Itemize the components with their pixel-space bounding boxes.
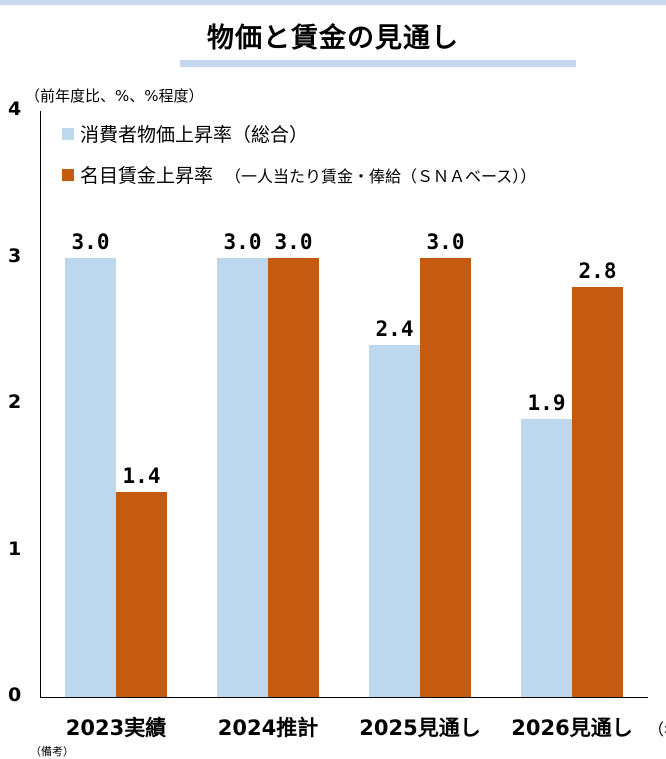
bar-cpi (65, 257, 116, 697)
y-axis-line (40, 111, 41, 697)
bar-wage (572, 286, 623, 697)
legend-swatch-cpi (62, 127, 74, 140)
bar-wage (116, 491, 167, 697)
data-label-cpi: 2.4 (375, 317, 414, 342)
x-category-label: 2023実績 (65, 716, 167, 740)
title-underline (180, 60, 576, 67)
data-label-wage: 3.0 (426, 229, 465, 254)
bar-cpi (369, 345, 420, 697)
legend-item-cpi: 消費者物価上昇率（総合） (62, 120, 308, 147)
bar-wage (420, 257, 471, 697)
y-tick-label: 4 (8, 98, 22, 120)
bar-cpi (521, 418, 572, 697)
x-category-label: 2025見通し (359, 716, 481, 740)
y-tick-label: 0 (8, 684, 22, 706)
data-label-cpi: 3.0 (71, 229, 110, 254)
legend-swatch-wage (62, 168, 74, 181)
x-category-label: 2026見通し (511, 716, 633, 740)
y-tick-label: 1 (8, 537, 22, 560)
legend-item-wage: 名目賃金上昇率 （一人当たり賃金・俸給（ＳＮＡベース）） (62, 161, 536, 188)
legend-note-wage: （一人当たり賃金・俸給（ＳＮＡベース）） (225, 166, 537, 186)
legend-label-cpi: 消費者物価上昇率（総合） (80, 124, 309, 146)
chart-title: 物価と賃金の見通し (207, 23, 459, 54)
data-label-wage: 2.8 (578, 258, 617, 283)
y-axis-unit-label: （前年度比、%、%程度） (25, 87, 204, 105)
bar-wage (268, 257, 319, 697)
x-category-label: 2024推計 (217, 716, 319, 740)
legend-label-wage: 名目賃金上昇率 (80, 165, 214, 187)
bar-cpi (217, 257, 268, 697)
data-label-wage: 3.0 (274, 229, 313, 254)
x-axis-line (40, 697, 648, 698)
top-rule (0, 0, 666, 5)
notes-label: （備考） (30, 745, 74, 758)
data-label-cpi: 1.9 (527, 390, 566, 415)
y-tick-label: 3 (8, 244, 22, 267)
x-axis-unit-label: （年 (648, 720, 666, 739)
data-label-wage: 1.4 (122, 463, 161, 488)
y-tick-label: 2 (8, 391, 22, 413)
data-label-cpi: 3.0 (223, 229, 262, 254)
